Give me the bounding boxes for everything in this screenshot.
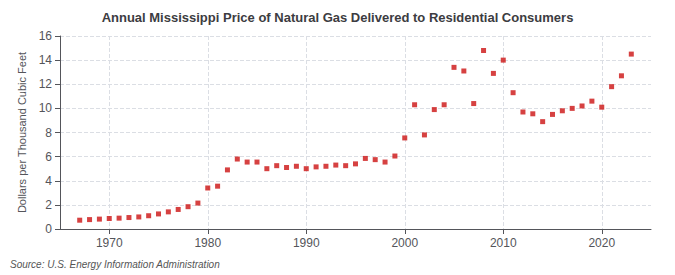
svg-text:16: 16: [39, 29, 53, 43]
svg-text:1970: 1970: [96, 236, 123, 250]
svg-text:10: 10: [39, 101, 53, 115]
svg-text:12: 12: [39, 77, 53, 91]
svg-text:1980: 1980: [194, 236, 221, 250]
svg-text:1990: 1990: [293, 236, 320, 250]
svg-text:4: 4: [45, 174, 52, 188]
svg-text:2020: 2020: [588, 236, 615, 250]
svg-text:2: 2: [45, 198, 52, 212]
svg-text:8: 8: [45, 126, 52, 140]
svg-text:0: 0: [45, 222, 52, 236]
svg-text:2010: 2010: [490, 236, 517, 250]
svg-text:2000: 2000: [391, 236, 418, 250]
svg-text:14: 14: [39, 53, 53, 67]
svg-text:Annual Mississippi Price of Na: Annual Mississippi Price of Natural Gas …: [102, 10, 574, 25]
svg-text:Source: U.S. Energy Informatio: Source: U.S. Energy Information Administ…: [10, 259, 220, 270]
svg-text:Dollars per Thousand Cubic Fee: Dollars per Thousand Cubic Feet: [16, 52, 28, 213]
svg-text:6: 6: [45, 150, 52, 164]
